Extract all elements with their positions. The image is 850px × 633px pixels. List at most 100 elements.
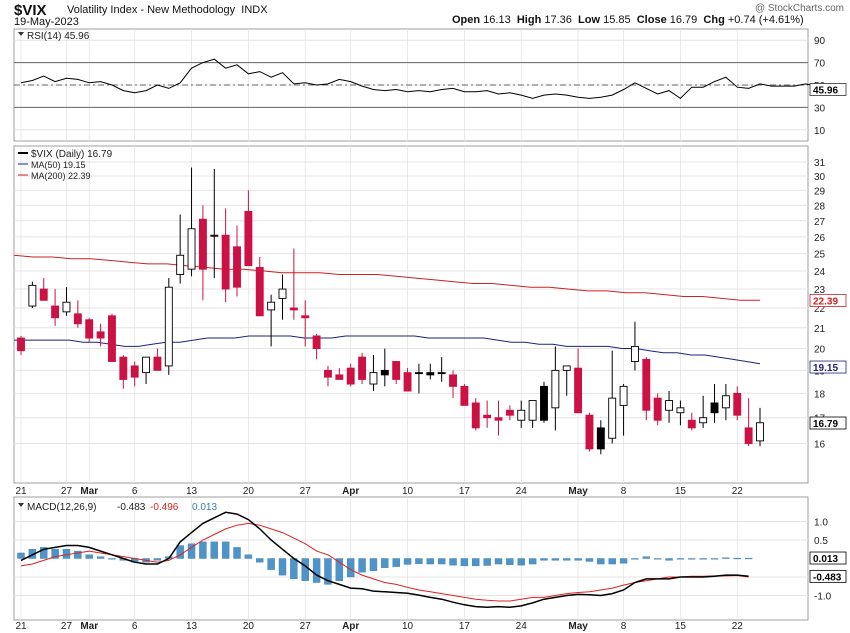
candle-body [17, 337, 25, 352]
candle-body [653, 397, 662, 421]
macd-ytick-label: 0.5 [814, 536, 828, 547]
close-last-value-box [809, 416, 847, 430]
price-xtick-label: 22 [732, 486, 744, 497]
candle-body [108, 315, 116, 362]
open-label: Open [452, 14, 481, 26]
macd-histogram-bar [210, 541, 218, 559]
candle-body [198, 218, 207, 270]
candle-body [403, 372, 412, 392]
macd-histogram-bar [153, 558, 162, 561]
price-xtick-label: 17 [459, 486, 471, 497]
macd-dropdown-icon [18, 503, 24, 507]
macd-last-value: -0.483 [813, 572, 842, 583]
candle-body [51, 305, 60, 319]
macd-histogram-bar [653, 558, 662, 560]
macd-histogram-bar [62, 549, 71, 559]
macd-histogram-bar [437, 558, 446, 565]
macd-hist-last-value-box [809, 551, 847, 565]
candle-body [324, 369, 332, 378]
macd-histogram-bar [619, 558, 628, 564]
ohlc-summary: Open 16.13 High 17.36 Low 15.85 Close 16… [452, 15, 804, 26]
candle-body [687, 419, 696, 429]
candle-body [164, 286, 173, 367]
chart-date: 19-May-2023 [14, 16, 79, 28]
macd-histogram-bar [449, 558, 457, 566]
change-label: Chg [703, 14, 725, 26]
macd-histogram-bar [506, 558, 514, 565]
price-ytick-label: 25 [814, 250, 826, 261]
candle-body [665, 400, 673, 411]
candle-body [540, 385, 548, 421]
macd-histogram-bar [108, 558, 116, 560]
candle-body [699, 417, 708, 424]
macd-signal-line [20, 522, 749, 602]
macd-histogram-bar [699, 558, 707, 560]
macd-histogram-bar [51, 549, 59, 559]
price-xtick-label: 27 [300, 486, 312, 497]
price-ytick-label: 29 [814, 186, 826, 197]
candle-body [414, 372, 423, 375]
close-value: 16.79 [669, 14, 698, 26]
macd-histogram-bar [426, 558, 434, 565]
macd-histogram-bar [563, 558, 571, 561]
rsi-line [20, 58, 840, 100]
macd-ytick-label: 1.0 [814, 518, 828, 529]
candle-body [301, 315, 310, 319]
candle-body [744, 427, 753, 444]
candle-body [96, 331, 105, 339]
macd-histogram-bar [244, 554, 253, 559]
macd-histogram-bar [301, 558, 309, 581]
macd-histogram-bar [665, 558, 673, 561]
ma200-line [13, 254, 760, 301]
macd-histogram-bar [40, 547, 48, 559]
price-ytick-label: 31 [814, 158, 826, 169]
macd-histogram-bar [403, 558, 412, 565]
macd-histogram-bar [483, 558, 491, 566]
macd-histogram-bar [415, 558, 423, 564]
candle-body [574, 367, 583, 414]
candle-body [210, 234, 219, 237]
candle-body [505, 409, 514, 416]
macd-histogram-bar [17, 552, 25, 559]
macd-histogram-bar [369, 558, 378, 571]
macd-xtick-label: 21 [15, 621, 27, 632]
price-ytick-label: 20 [814, 345, 826, 356]
candle-body [608, 397, 617, 439]
candle-body [426, 372, 435, 376]
credit-link[interactable]: @ StockCharts.com [754, 3, 844, 14]
candle-body [437, 372, 446, 375]
close-last-value: 16.79 [813, 419, 838, 430]
ma200-last-value: 22.39 [813, 296, 838, 307]
price-ytick-label: 26 [814, 233, 826, 244]
price-ytick-label: 24 [814, 267, 826, 278]
macd-xtick-label: 13 [186, 621, 198, 632]
macd-legend-value: -0.483 [117, 502, 146, 513]
candle-body [28, 284, 37, 307]
candle-body [255, 266, 264, 317]
signal-legend-value: -0.496 [150, 502, 179, 513]
candle-body [85, 319, 94, 339]
candle-body [483, 414, 492, 419]
macd-histogram-bar [85, 554, 93, 559]
macd-histogram-bar [96, 556, 105, 559]
ma200-legend: MA(200) 22.39 [31, 171, 91, 181]
price-ytick-label: 18 [814, 389, 826, 400]
macd-xtick-label: Mar [80, 621, 98, 632]
macd-histogram-bar [676, 558, 685, 560]
macd-xtick-label: May [568, 621, 588, 632]
candle-body [449, 374, 457, 387]
candle-body [471, 402, 480, 429]
macd-histogram-bar [642, 556, 651, 559]
change-value: +0.74 (+4.61%) [727, 14, 804, 26]
price-ytick-label: 16 [814, 440, 826, 451]
macd-histogram-bar [631, 558, 639, 560]
candle-body [528, 400, 537, 421]
candle-body [380, 369, 389, 376]
macd-xtick-label: Apr [342, 621, 359, 632]
price-panel-frame [13, 145, 809, 484]
candle-body [130, 365, 139, 378]
hist-legend-value: 0.013 [192, 502, 217, 513]
ma50-last-value: 19.15 [813, 363, 838, 374]
macd-histogram-bar [472, 558, 480, 567]
macd-histogram-bar [233, 547, 241, 559]
